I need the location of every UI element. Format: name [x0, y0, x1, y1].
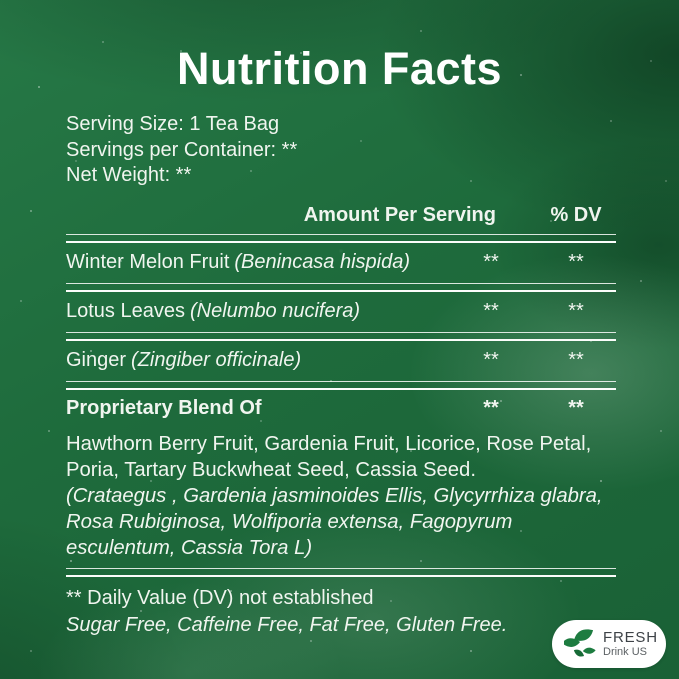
separator-rule — [66, 233, 616, 243]
label-content: Serving Size: 1 Tea Bag Servings per Con… — [66, 112, 616, 638]
brand-subtitle: Drink US — [603, 646, 648, 658]
dv-value: ** — [568, 300, 584, 322]
background-speckles — [0, 0, 2, 2]
net-weight-line: Net Weight: ** — [66, 164, 192, 186]
blend-name: Proprietary Blend Of — [66, 397, 262, 419]
servings-per-container-line: Servings per Container: ** — [66, 138, 298, 161]
separator-rule — [66, 331, 616, 341]
brand-text: FRESH Drink US — [603, 629, 658, 659]
separator-rule — [66, 380, 616, 390]
amount-value: ** — [483, 349, 499, 371]
dv-value: ** — [568, 349, 584, 371]
amount-value: ** — [483, 300, 499, 322]
amount-per-serving-header: Amount Per Serving — [303, 203, 496, 226]
ingredient-name: Winter Melon Fruit (Benincasa hispida) — [66, 251, 411, 273]
leaf-icon — [564, 629, 596, 657]
serving-size-line: Serving Size: 1 Tea Bag — [66, 113, 280, 135]
table-row: Ginger (Zingiber officinale) ** ** — [66, 341, 616, 381]
separator-rule — [66, 567, 616, 577]
blend-latin-names: (Crataegus , Gardenia jasminoides Ellis,… — [66, 484, 603, 559]
amount-value: ** — [483, 251, 499, 273]
footnotes: ** Daily Value (DV) not established Suga… — [66, 586, 616, 638]
page-title: Nutrition Facts — [176, 43, 502, 94]
ingredient-name: Ginger (Zingiber officinale) — [66, 349, 302, 371]
latin-name: (Nelumbo nucifera) — [189, 300, 361, 322]
blend-description: Hawthorn Berry Fruit, Gardenia Fruit, Li… — [66, 431, 616, 561]
table-header: Amount Per Serving % DV — [66, 204, 616, 234]
blend-row: Proprietary Blend Of ** ** — [66, 390, 616, 428]
table-row: Winter Melon Fruit (Benincasa hispida) **… — [66, 243, 616, 283]
brand-logo: FRESH Drink US — [552, 620, 666, 668]
dv-value: ** — [568, 397, 584, 419]
dv-footnote: ** Daily Value (DV) not established — [66, 586, 374, 609]
amount-value: ** — [483, 397, 499, 419]
serving-info: Serving Size: 1 Tea Bag Servings per Con… — [66, 112, 616, 189]
dv-value: ** — [568, 251, 584, 273]
brand-name: FRESH — [603, 629, 658, 646]
dv-header: % DV — [550, 203, 602, 226]
table-row: Lotus Leaves (Nelumbo nucifera) ** ** — [66, 292, 616, 332]
ingredient-name: Lotus Leaves (Nelumbo nucifera) — [66, 300, 361, 322]
separator-rule — [66, 282, 616, 292]
latin-name: (Benincasa hispida) — [234, 251, 411, 273]
free-claims: Sugar Free, Caffeine Free, Fat Free, Glu… — [66, 613, 508, 636]
blend-ingredients: Hawthorn Berry Fruit, Gardenia Fruit, Li… — [66, 432, 592, 481]
latin-name: (Zingiber officinale) — [131, 349, 302, 371]
